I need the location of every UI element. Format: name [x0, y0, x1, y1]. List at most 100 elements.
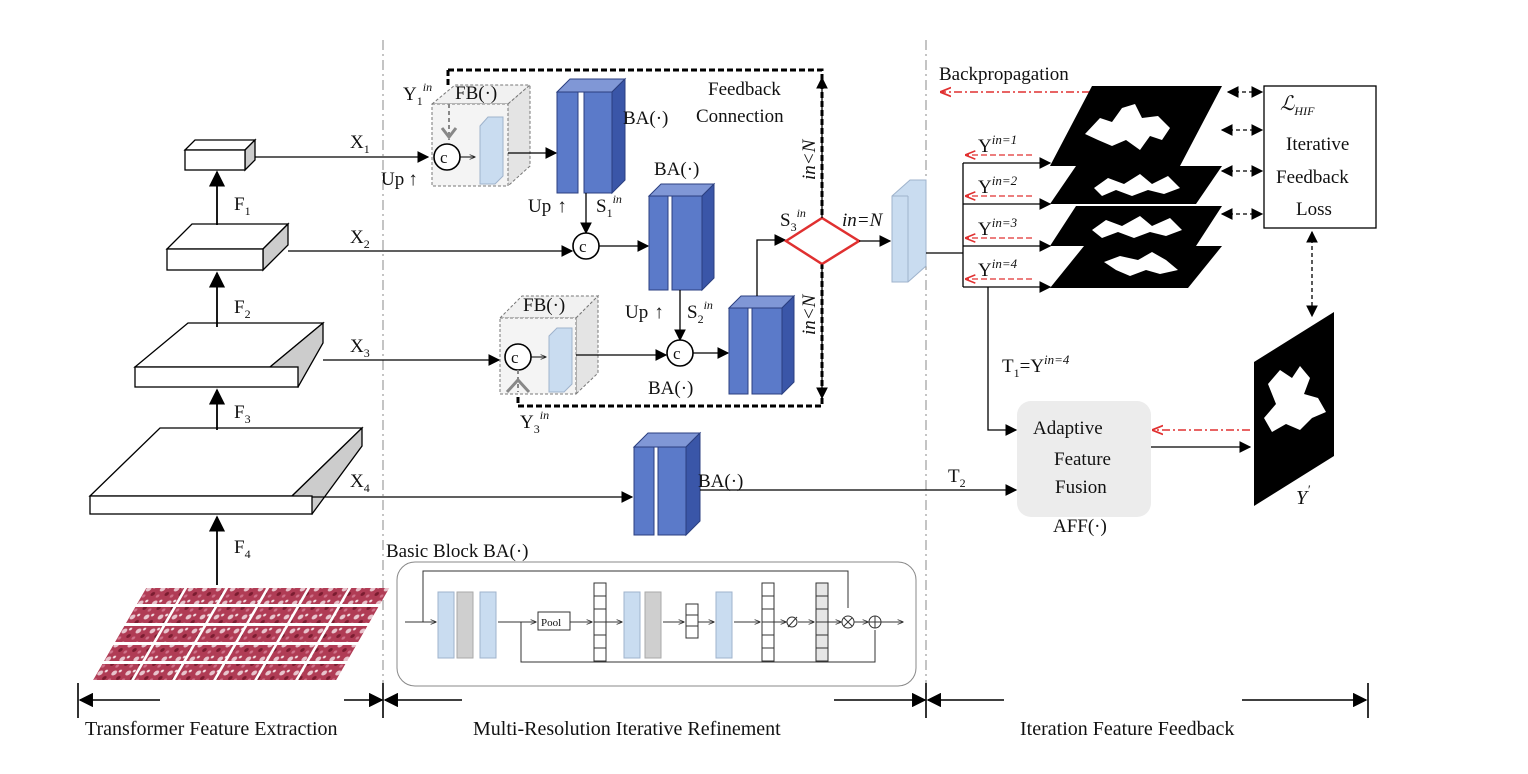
y-in-feedback-arrows	[966, 155, 1032, 279]
x1-label: X1	[350, 132, 370, 156]
feature-slab-2	[165, 222, 290, 272]
feature-slab-1	[183, 138, 257, 172]
loss-label-2: Feedback	[1276, 167, 1349, 188]
up-label-3: Up ↑	[625, 302, 664, 323]
iteration-masks	[1050, 86, 1222, 288]
y3-label: Y3in	[520, 408, 549, 436]
ba-block-3	[727, 294, 796, 396]
feedback-connection-label-2: Connection	[696, 106, 784, 127]
f2-label: F2	[234, 297, 251, 321]
y1-label: Y1in	[403, 80, 432, 108]
loss-label-3: Loss	[1296, 199, 1332, 220]
image-patch	[156, 626, 204, 642]
image-patch	[134, 664, 182, 680]
f3-label: F3	[234, 402, 251, 426]
image-patch	[268, 645, 316, 661]
section-rulers	[77, 683, 1369, 718]
image-patch	[320, 626, 368, 642]
section-label-left: Transformer Feature Extraction	[85, 718, 338, 740]
image-patch	[197, 626, 245, 642]
feedback-region	[448, 68, 824, 408]
basic-block-internals	[405, 570, 903, 663]
image-patch	[178, 588, 226, 604]
feature-slab-4	[88, 426, 364, 515]
in-lt-n-bottom: in<N	[799, 293, 820, 335]
image-patch	[290, 607, 338, 623]
x3-label: X3	[350, 336, 370, 360]
concat-label-3: c	[511, 348, 519, 367]
up-label-top: Up ↑	[381, 169, 418, 190]
image-patch	[126, 607, 174, 623]
image-patch	[227, 645, 275, 661]
image-patch	[167, 607, 215, 623]
fb-label-bottom: FB(·)	[523, 295, 565, 316]
y-in-2-label: Yin=2	[978, 173, 1018, 198]
s2-label: S2in	[687, 298, 713, 326]
image-patch	[257, 664, 305, 680]
y-prime-label: Y′	[1296, 482, 1310, 509]
loss-label-1: Iterative	[1286, 134, 1349, 155]
concat-label-1: c	[440, 148, 448, 167]
image-patch	[186, 645, 234, 661]
s1-label: S1in	[596, 192, 622, 220]
image-patch	[93, 664, 141, 680]
mask-2	[1050, 166, 1222, 204]
s3-label: S3in	[780, 206, 806, 234]
image-patch	[238, 626, 286, 642]
mask-4	[1050, 246, 1222, 288]
section-label-middle: Multi-Resolution Iterative Refinement	[473, 718, 781, 740]
x4-label: X4	[350, 471, 370, 495]
up-label-2: Up ↑	[528, 196, 567, 217]
concat-label-4: c	[673, 344, 681, 363]
fb-label-top: FB(·)	[455, 83, 497, 104]
concat-label-2: c	[579, 237, 587, 256]
image-patch	[279, 626, 327, 642]
mask-bracket	[926, 157, 1052, 293]
image-patch	[249, 607, 297, 623]
ba-block-4	[632, 431, 702, 537]
image-patch	[309, 645, 357, 661]
aff-label-2: Feature	[1054, 449, 1111, 470]
ba-block-2	[647, 182, 716, 292]
image-patch	[104, 645, 152, 661]
image-patch	[175, 664, 223, 680]
output-slab	[891, 179, 927, 283]
loss-links	[1220, 86, 1318, 318]
y-in-1-label: Yin=1	[978, 132, 1017, 157]
image-patch	[219, 588, 267, 604]
y-in-4-label: Yin=4	[978, 256, 1018, 281]
image-patch	[298, 664, 346, 680]
x-arrows	[255, 151, 634, 503]
fb-box-top	[430, 83, 532, 188]
image-patch	[208, 607, 256, 623]
loss-box	[1263, 85, 1377, 229]
image-patch	[260, 588, 308, 604]
feature-pyramid	[88, 138, 364, 515]
feedback-connection-label-1: Feedback	[708, 79, 781, 100]
loss-symbol: ℒHIF	[1280, 93, 1315, 118]
input-image-patches	[93, 588, 390, 680]
f1-label: F1	[234, 194, 251, 218]
image-patch	[115, 626, 163, 642]
image-patch	[331, 607, 379, 623]
x2-label: X2	[350, 227, 370, 251]
ba-label-4: BA(·)	[698, 471, 743, 492]
image-patch	[145, 645, 193, 661]
ba-label-3: BA(·)	[648, 378, 693, 399]
image-patch	[216, 664, 264, 680]
in-lt-n-top: in<N	[799, 138, 820, 180]
f4-label: F4	[234, 537, 251, 561]
image-patch	[301, 588, 349, 604]
ba-label-1: BA(·)	[623, 108, 668, 129]
aff-label-3: Fusion	[1055, 477, 1107, 498]
basic-block-title: Basic Block BA(·)	[386, 541, 528, 562]
image-patch	[137, 588, 185, 604]
aff-label: AFF(·)	[1053, 516, 1107, 537]
in-eq-n-label: in=N	[842, 210, 884, 231]
section-label-right: Iteration Feature Feedback	[1020, 718, 1234, 740]
backprop-label: Backpropagation	[939, 64, 1069, 85]
feature-slab-3	[133, 321, 325, 388]
pool-label: Pool	[541, 617, 561, 629]
aff-label-1: Adaptive	[1033, 418, 1103, 439]
